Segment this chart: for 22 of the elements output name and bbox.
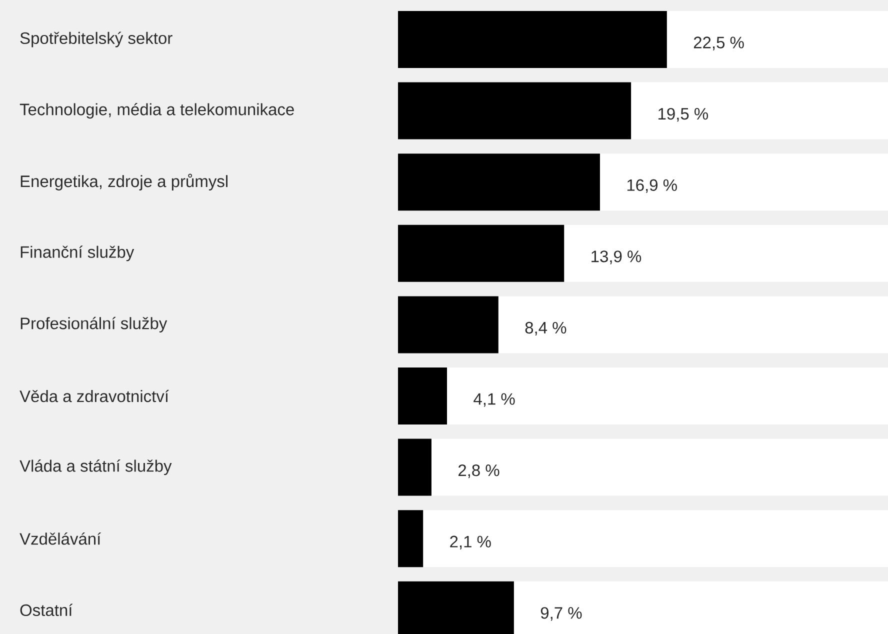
y-tick-label: Spotřebitelský sektor <box>20 32 172 48</box>
y-tick-label: Vláda a státní služby <box>20 460 172 476</box>
bar <box>398 438 432 496</box>
y-tick-label: Finanční služby <box>20 246 134 262</box>
y-tick-label: Věda a zdravotnictví <box>20 390 169 402</box>
y-tick-label: Energetika, zdroje a průmysl <box>20 174 228 190</box>
data-label: 22,5 % <box>694 36 744 50</box>
data-label: 2,8 % <box>458 464 500 478</box>
data-label: 19,5 % <box>658 108 708 122</box>
data-label: 9,7 % <box>540 607 582 621</box>
y-tick-label: Ostatní <box>20 604 73 616</box>
y-tick-label: Vzdělávání <box>20 532 102 545</box>
bar <box>398 510 424 568</box>
y-tick-label: Profesionální služby <box>20 316 168 332</box>
y-tick-label: Technologie, média a telekomunikace <box>20 103 294 119</box>
data-label: 8,4 % <box>525 322 566 336</box>
data-label: 4,1 % <box>474 393 515 407</box>
bar <box>398 368 448 425</box>
data-label: 16,9 % <box>627 179 677 193</box>
bar <box>398 296 498 354</box>
data-label: 13,9 % <box>592 250 642 264</box>
data-label: 2,1 % <box>450 536 491 550</box>
